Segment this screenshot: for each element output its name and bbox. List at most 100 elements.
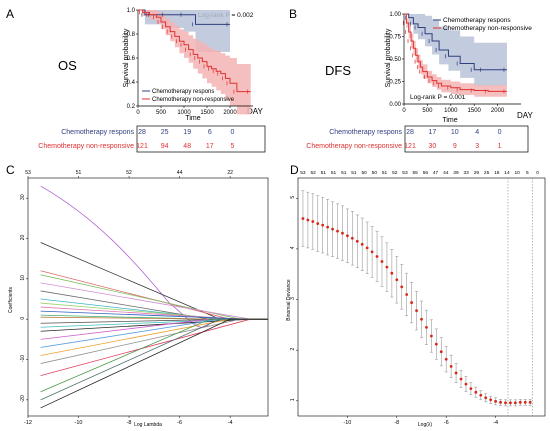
risk-respons-cell-3: 6 — [208, 129, 212, 136]
c-ylabel: Coefficients — [8, 286, 14, 313]
d-point-22 — [410, 301, 414, 304]
b-ytick-label-3: 0.75 — [389, 35, 401, 41]
panel-b-letter: B — [289, 7, 297, 21]
b-band-0 — [404, 14, 507, 86]
d-frame — [297, 177, 546, 417]
d-toptick-label-16: 33 — [464, 170, 470, 176]
a-xtick-label-1: 500 — [156, 110, 167, 116]
risk-a-respons-label: Chemotherapy respons — [61, 129, 134, 136]
d-toptick-label-2: 51 — [321, 170, 327, 176]
c-frame — [27, 177, 269, 417]
panel-b-label: DFS — [325, 63, 351, 78]
risk-respons-cell-1: 17 — [429, 129, 437, 136]
a-legend-nonresp: Chemotherapy non-responsive — [152, 97, 235, 103]
d-point-35 — [474, 390, 478, 394]
b-xtick-label-1: 500 — [422, 108, 433, 114]
c-ytick-label-5: 30 — [20, 194, 26, 200]
risk-nonresp-cell-3: 3 — [475, 143, 479, 150]
c-xtick-label-0: -12 — [24, 420, 32, 426]
risk-respons-cell-4: 0 — [498, 129, 502, 136]
b-xtick-label-0: 0 — [402, 108, 406, 114]
d-point-0 — [301, 217, 305, 220]
d-point-7 — [336, 229, 339, 233]
c-xtick-label-1: -10 — [75, 420, 83, 426]
d-toptick-label-0: 53 — [300, 170, 306, 176]
d-point-8 — [341, 231, 344, 235]
d-point-36 — [479, 393, 483, 397]
c-path-19 — [40, 318, 268, 377]
d-toptick-label-7: 50 — [372, 170, 378, 176]
d-point-10 — [350, 236, 354, 240]
a-ytick-label-2: 0.6 — [127, 56, 136, 62]
risk-respons-cell-4: 0 — [230, 129, 234, 136]
d-point-6 — [331, 227, 334, 231]
d-point-44 — [518, 400, 522, 404]
d-point-27 — [434, 342, 438, 346]
risk-respons-cell-0: 28 — [138, 129, 146, 136]
d-point-43 — [513, 401, 517, 405]
d-point-26 — [429, 334, 433, 338]
a-legend-respons: Chemotherapy respons — [152, 89, 214, 95]
panel-a: A OS Survival probability Time DAY Log-r… — [6, 7, 264, 122]
c-xtick-label-2: -8 — [127, 420, 132, 426]
b-ylabel: Survival probability — [385, 28, 392, 87]
d-toptick-label-20: 14 — [504, 170, 510, 176]
d-point-18 — [390, 271, 394, 275]
d-point-37 — [484, 396, 488, 400]
c-path-22 — [40, 318, 268, 409]
d-ytick-label-0: 1 — [290, 398, 296, 401]
d-xtick-label-3: -4 — [493, 420, 498, 426]
a-plot-area: 0 500 1000 1500 2000 0.2 0.4 0.6 0.8 1.0 — [127, 8, 253, 116]
d-point-5 — [326, 225, 330, 229]
d-point-42 — [509, 401, 512, 405]
b-legend-nonresp: Chemotherapy non-responsive — [443, 25, 532, 32]
risk-nonresp-cell-4: 1 — [498, 143, 502, 150]
c-xtick-label-3: -6 — [177, 420, 182, 426]
d-toptick-label-17: 29 — [474, 170, 480, 176]
d-point-25 — [425, 325, 428, 329]
d-point-17 — [385, 265, 389, 269]
d-toptick-label-3: 51 — [331, 170, 337, 176]
panel-b: B DFS Survival probability Time DAY Log-… — [289, 7, 534, 124]
c-ytick-label-1: -10 — [20, 355, 26, 362]
risk-nonresp-cell-3: 17 — [206, 143, 214, 150]
d-toptick-label-18: 25 — [484, 170, 490, 176]
d-toptick-label-8: 51 — [382, 170, 388, 176]
d-point-14 — [370, 250, 374, 254]
a-line-0 — [138, 9, 230, 25]
a-band-1 — [138, 10, 251, 115]
c-path-20 — [40, 318, 268, 393]
d-toptick-label-11: 55 — [412, 170, 418, 176]
a-x-unit: DAY — [247, 107, 264, 116]
d-point-16 — [380, 260, 384, 263]
d-point-32 — [459, 377, 463, 381]
b-ytick-label-4: 1.00 — [389, 12, 401, 18]
a-ytick-label-3: 0.8 — [127, 32, 136, 38]
d-xlabel: Log(λ) — [418, 422, 433, 428]
d-toptick-label-22: 5 — [526, 170, 529, 176]
d-point-39 — [494, 399, 497, 403]
d-point-31 — [454, 371, 458, 375]
b-line-1 — [404, 13, 507, 92]
d-toptick-label-19: 18 — [494, 170, 500, 176]
b-pvalue: Log-rank P = 0.001 — [410, 94, 466, 101]
c-ytick-label-3: 10 — [20, 275, 26, 281]
a-xtick-label-4: 2000 — [223, 110, 237, 116]
d-toptick-label-1: 52 — [310, 170, 316, 176]
d-ytick-label-3: 4 — [290, 246, 296, 249]
d-point-3 — [316, 222, 320, 225]
panel-d-letter: D — [290, 163, 299, 177]
panel-c-letter: C — [6, 163, 15, 177]
risk-respons-cell-0: 28 — [406, 129, 414, 136]
b-xtick-label-2: 1000 — [444, 108, 458, 114]
panel-d: D Binomial Deviance Log(λ) -10 -8 -6 -4 1 2 3 4… — [286, 163, 546, 428]
c-path-1 — [40, 242, 268, 320]
d-toptick-label-15: 39 — [453, 170, 459, 176]
d-ytick-label-4: 5 — [290, 196, 296, 199]
d-point-46 — [528, 400, 532, 404]
b-legend-respons: Chemotherapy respons — [443, 17, 511, 24]
c-toptick-label-4: 22 — [227, 170, 233, 176]
b-plot-area: 0 500 1000 1500 2000 0.00 0.25 0.50 0.75 1.00 — [389, 12, 521, 114]
d-point-28 — [439, 350, 443, 354]
